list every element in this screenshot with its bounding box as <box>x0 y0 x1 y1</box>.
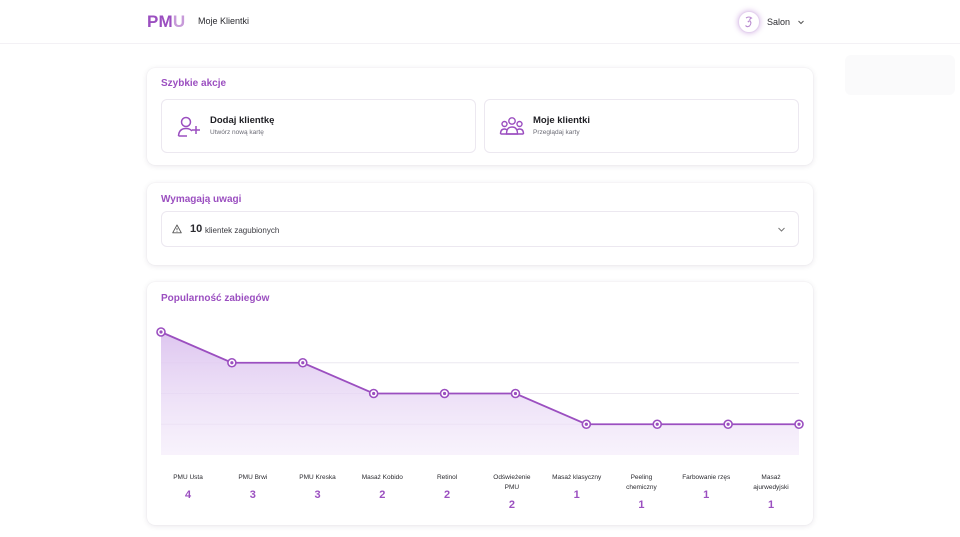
category-label: Masaż Kobido <box>352 473 412 493</box>
category-label-line: Retinol <box>436 474 458 481</box>
category-label: PMU Usta <box>158 473 218 493</box>
category-value: 1 <box>703 489 710 501</box>
data-point-9[interactable] <box>723 419 733 430</box>
chevron-down-icon <box>778 227 785 232</box>
category-value: 2 <box>444 489 451 501</box>
lost-clients-label: klientek zagubionych <box>205 226 280 235</box>
data-point-5[interactable] <box>439 388 450 399</box>
series-line <box>160 331 799 426</box>
category-label-line: PMU Kreska <box>299 474 336 481</box>
data-point-4[interactable] <box>368 388 379 399</box>
my-clients-title: Moje klientki <box>533 115 591 126</box>
my-clients-button[interactable]: Moje klientki Przeglądaj karty <box>484 99 799 153</box>
category-value: 3 <box>314 489 321 501</box>
popularity-title: Popularność zabiegów <box>161 293 270 304</box>
category-label: Farbowanie rzęs <box>676 473 736 493</box>
data-point-2[interactable] <box>227 357 237 368</box>
category-6: Odświeżenie PMU 2 <box>482 473 542 511</box>
category-label-line: Masaż klasyczny <box>552 474 602 481</box>
category-label-line: Peeling <box>630 474 653 481</box>
category-3: PMU Kreska 3 <box>288 473 348 501</box>
user-menu[interactable]: Salon <box>738 10 805 34</box>
top-bar: PMU Moje Klientki Salon <box>0 0 960 44</box>
category-label-line: Masaż Kobido <box>361 474 403 481</box>
chevron-down-icon <box>798 20 804 25</box>
logo-accent: U <box>172 12 186 31</box>
category-label-line: Odświeżenie <box>493 474 531 481</box>
category-label: Peeling chemiczny <box>611 473 671 493</box>
category-label: Masaż ajurwedyjski <box>741 473 801 493</box>
category-label: PMU Brwi <box>223 473 283 493</box>
warning-triangle-icon <box>172 224 182 234</box>
category-label: Masaż klasyczny <box>547 473 607 493</box>
category-value: 2 <box>508 499 515 511</box>
category-label-line: ajurwedyjski <box>753 484 789 491</box>
data-point-10[interactable] <box>794 419 804 430</box>
add-client-button[interactable]: Dodaj klientkę Utwórz nową kartę <box>161 99 476 153</box>
category-label-line: PMU <box>504 484 520 491</box>
category-label: PMU Kreska <box>288 473 348 493</box>
category-label-line: PMU Usta <box>173 474 203 481</box>
category-label-line: chemiczny <box>626 484 657 491</box>
data-point-1[interactable] <box>156 327 166 337</box>
salon-logo-icon <box>745 16 753 28</box>
category-9: Farbowanie rzęs 1 <box>676 473 736 501</box>
attention-card: Wymagają uwagi 10 klientek zagubionych <box>147 183 813 265</box>
category-value: 1 <box>767 499 775 511</box>
avatar <box>738 11 760 33</box>
category-value: 1 <box>638 499 645 511</box>
popularity-chart <box>156 327 804 455</box>
data-point-8[interactable] <box>652 419 663 430</box>
lost-clients-count: 10 <box>190 223 203 235</box>
nav-link-my-clients[interactable]: Moje Klientki <box>198 16 250 26</box>
my-clients-subtitle: Przeglądaj karty <box>533 129 580 136</box>
attention-title: Wymagają uwagi <box>161 194 242 205</box>
category-value: 4 <box>184 489 192 501</box>
add-client-subtitle: Utwórz nową kartę <box>210 129 264 136</box>
category-7: Masaż klasyczny 1 <box>547 473 607 501</box>
user-plus-icon <box>177 116 200 137</box>
category-label: Odświeżenie PMU <box>482 473 542 493</box>
data-point-3[interactable] <box>297 357 308 368</box>
category-4: Masaż Kobido 2 <box>352 473 412 501</box>
users-icon <box>499 117 525 135</box>
background-panel <box>845 55 955 95</box>
logo-main: PM <box>147 12 173 31</box>
category-8: Peeling chemiczny 1 <box>611 473 671 511</box>
data-point-7[interactable] <box>581 419 592 430</box>
add-client-title: Dodaj klientkę <box>210 115 275 126</box>
quick-actions-card: Szybkie akcje Dodaj klientkę Utwórz nową… <box>147 68 813 165</box>
category-2: PMU Brwi 3 <box>223 473 283 501</box>
category-value: 2 <box>379 489 386 501</box>
category-10: Masaż ajurwedyjski 1 <box>741 473 801 511</box>
popularity-card: Popularność zabiegów PMU Usta 4 PMU Brwi 3 P… <box>147 282 813 525</box>
quick-actions-title: Szybkie akcje <box>161 78 227 89</box>
category-5: Retinol 2 <box>417 473 477 501</box>
category-label-line: Masaż <box>761 474 781 481</box>
category-1: PMU Usta 4 <box>158 473 218 501</box>
category-label-line: PMU Brwi <box>238 474 268 481</box>
category-value: 1 <box>573 489 580 501</box>
user-name: Salon <box>767 17 791 27</box>
logo[interactable]: PMU <box>147 12 185 32</box>
data-point-6[interactable] <box>510 388 521 399</box>
lost-clients-dropdown[interactable]: 10 klientek zagubionych <box>161 211 799 247</box>
category-label: Retinol <box>417 473 477 493</box>
category-label-line: Farbowanie rzęs <box>682 474 731 481</box>
category-value: 3 <box>249 489 256 501</box>
